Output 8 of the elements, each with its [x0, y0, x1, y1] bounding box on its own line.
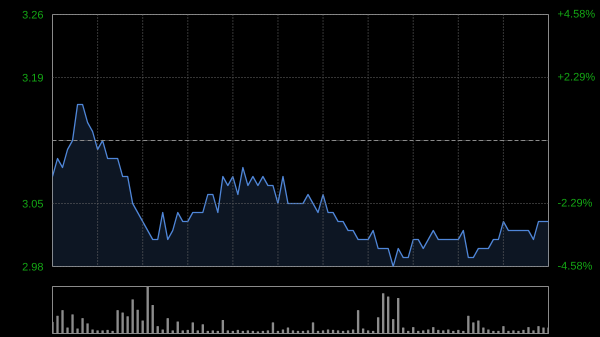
y2-tick-label: -2.29% [558, 198, 593, 210]
y-tick-label: 2.98 [22, 262, 44, 274]
y2-tick-label: -4.58% [558, 260, 593, 272]
y2-tick-label: +4.58% [558, 8, 596, 20]
y-tick-label: 3.26 [22, 10, 44, 22]
y2-tick-label: +2.29% [558, 72, 596, 84]
y-tick-label: 3.05 [22, 198, 44, 210]
y-tick-label: 3.19 [22, 72, 44, 84]
